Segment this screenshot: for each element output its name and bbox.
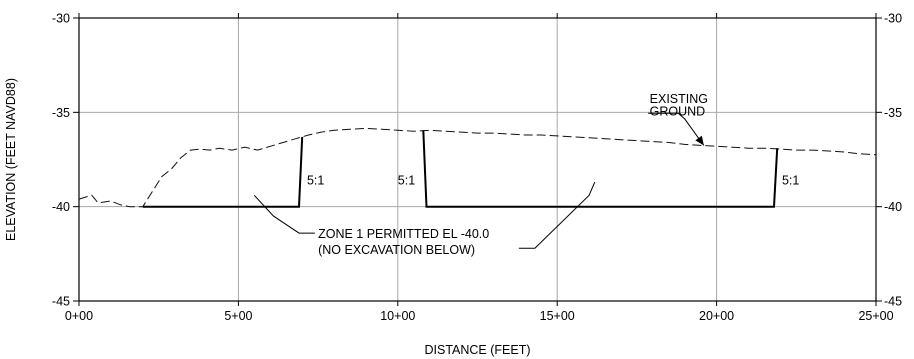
y-tick-label-left: -35 bbox=[52, 106, 70, 120]
x-tick-label: 5+00 bbox=[224, 309, 252, 323]
x-axis-title: DISTANCE (FEET) bbox=[424, 343, 530, 357]
plot-frame bbox=[78, 17, 877, 302]
y-tick-label-right: -35 bbox=[884, 106, 902, 120]
arrowhead bbox=[695, 135, 704, 146]
annotation-leader-line bbox=[648, 112, 705, 146]
annotation-label: 5:1 bbox=[782, 173, 799, 187]
y-tick-label-right: -40 bbox=[884, 200, 902, 214]
y-axis-title: ELEVATION (FEET NAVD88) bbox=[4, 78, 18, 241]
x-tick-label: 15+00 bbox=[540, 309, 575, 323]
annotation-label: 5:1 bbox=[398, 173, 415, 187]
existing-ground-line bbox=[78, 127, 877, 208]
x-tick-label: 0+00 bbox=[65, 309, 93, 323]
annotation-label: GROUND bbox=[650, 104, 706, 118]
annotation-label: 5:1 bbox=[307, 173, 324, 187]
x-tick-label: 20+00 bbox=[699, 309, 734, 323]
x-tick-label: 10+00 bbox=[380, 309, 415, 323]
y-tick-label-right: -30 bbox=[884, 12, 902, 26]
annotation-leader-line bbox=[253, 194, 315, 234]
permitted-excavation-line bbox=[422, 130, 779, 208]
annotation-leader-line bbox=[518, 181, 596, 249]
y-tick-label-right: -45 bbox=[884, 295, 902, 309]
x-tick-label: 25+00 bbox=[858, 309, 893, 323]
y-tick-label-left: -30 bbox=[52, 12, 70, 26]
annotation-label: (NO EXCAVATION BELOW) bbox=[318, 243, 475, 257]
y-tick-label-left: -40 bbox=[52, 200, 70, 214]
annotation-label: ZONE 1 PERMITTED EL -40.0 bbox=[318, 227, 489, 241]
permitted-excavation-line bbox=[142, 136, 304, 208]
y-tick-label-left: -45 bbox=[52, 295, 70, 309]
annotation-label: EXISTING bbox=[650, 92, 708, 106]
